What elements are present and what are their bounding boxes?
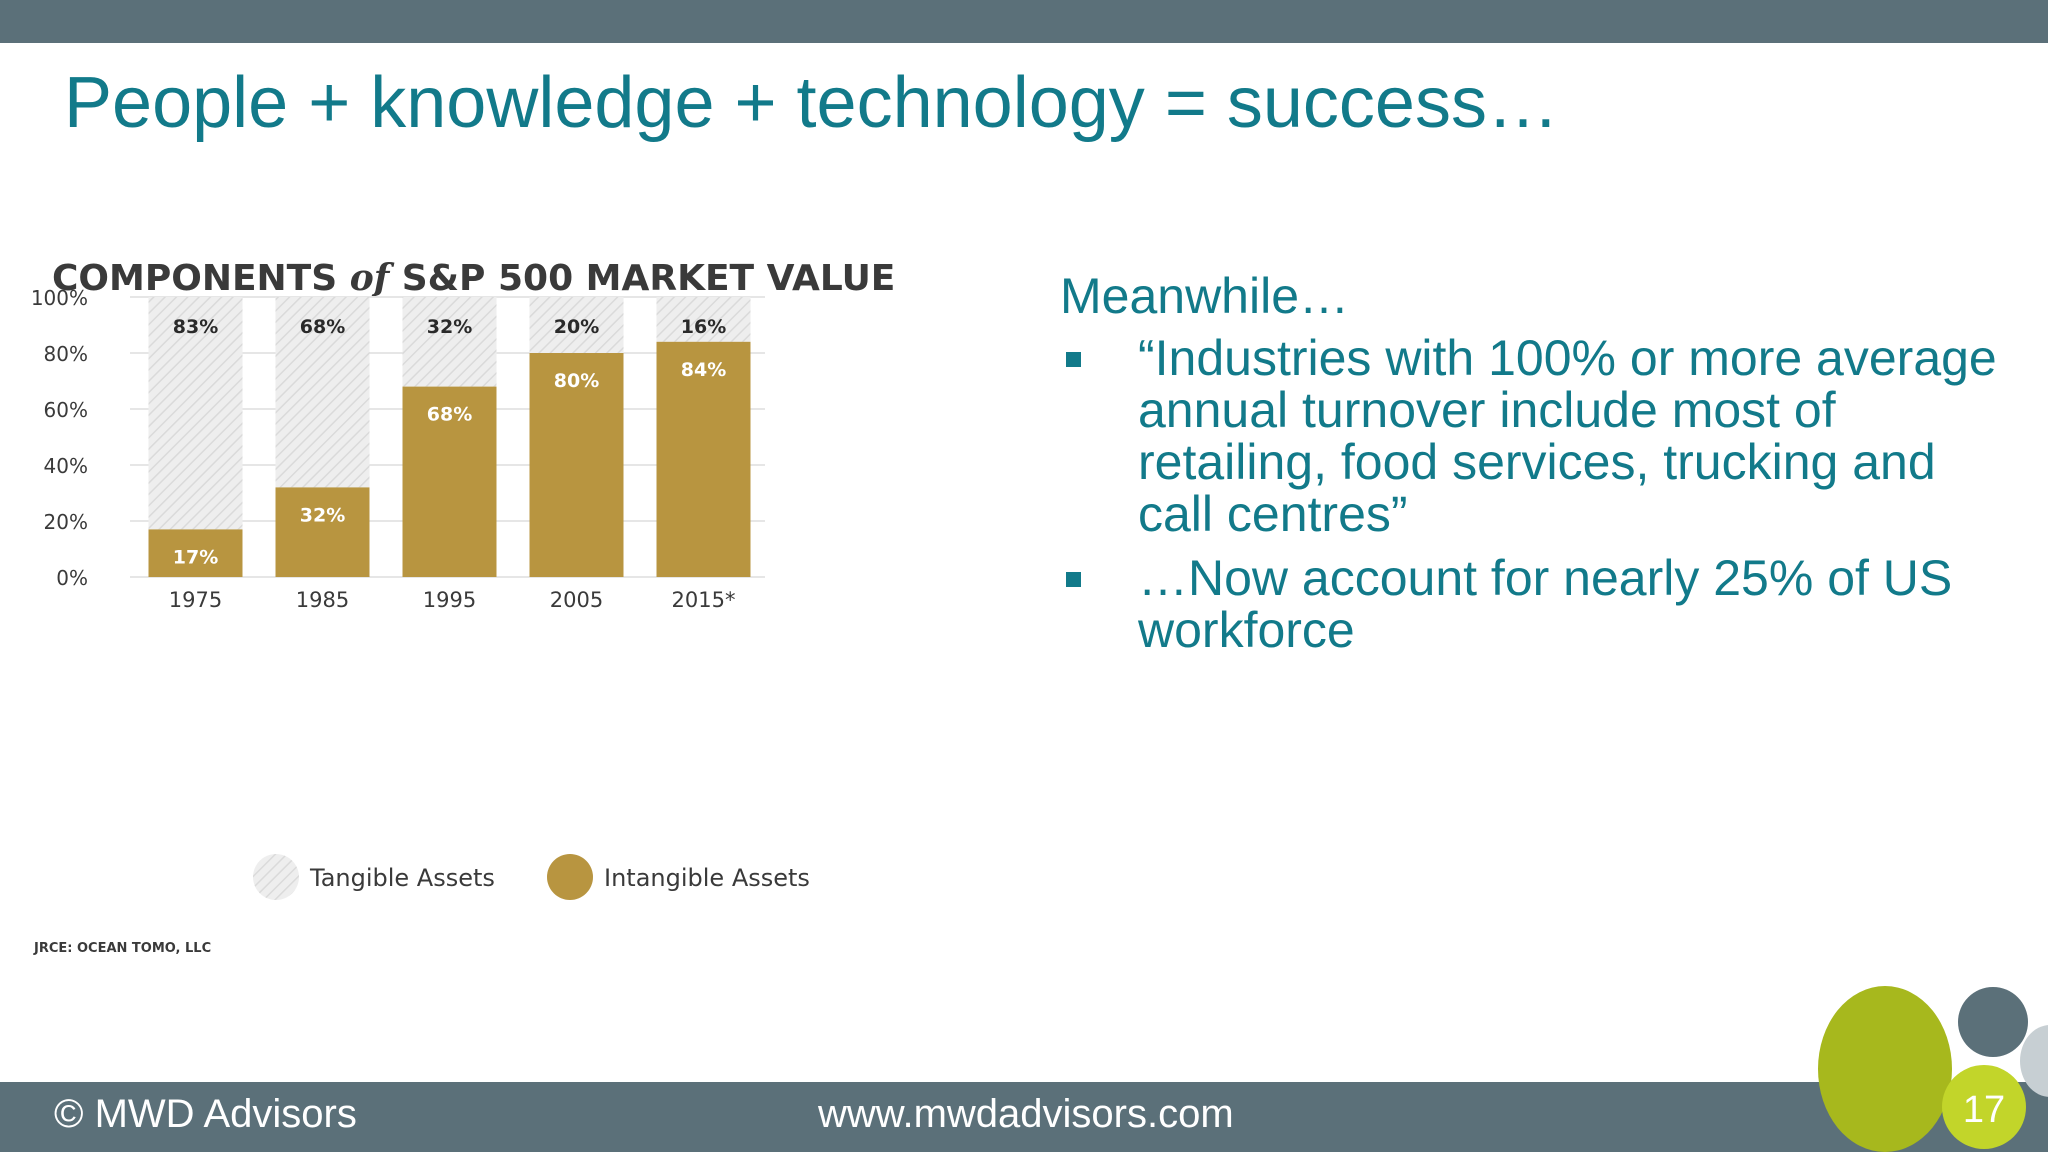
- bar-intangible: [529, 353, 624, 577]
- y-tick-label: 80%: [44, 342, 88, 366]
- y-tick-label: 40%: [44, 454, 88, 478]
- data-label-tangible: 16%: [681, 316, 726, 338]
- bars: [148, 297, 751, 577]
- chart-source: JRCE: OCEAN TOMO, LLC: [33, 941, 211, 956]
- bar-intangible: [148, 529, 243, 577]
- legend: Tangible Assets Intangible Assets: [253, 854, 810, 900]
- bullet-panel: Meanwhile… “Industries with 100% or more…: [1060, 270, 2020, 668]
- bullet-list: “Industries with 100% or more average an…: [1060, 332, 2020, 656]
- y-axis-ticks: 0% 20% 40% 60% 80% 100%: [31, 286, 88, 590]
- legend-intangible-label: Intangible Assets: [604, 864, 810, 892]
- legend-tangible-label: Tangible Assets: [309, 864, 495, 892]
- data-label-intangible: 68%: [427, 404, 472, 426]
- data-label-tangible: 68%: [300, 316, 345, 338]
- chart-title: COMPONENTS of S&P 500 MARKET VALUE: [52, 257, 895, 299]
- data-label-tangible: 32%: [427, 316, 472, 338]
- data-labels: 83% 17% 68% 32% 32% 68% 20% 80% 16% 84%: [173, 316, 726, 568]
- bullet-intro: Meanwhile…: [1060, 268, 1350, 324]
- page-number: 17: [1962, 1088, 2006, 1131]
- bullet-item: …Now account for nearly 25% of US workfo…: [1060, 552, 2020, 656]
- bar-tangible: [148, 297, 243, 530]
- footer-copyright: © MWD Advisors: [54, 1092, 357, 1136]
- bar-tangible: [656, 297, 751, 342]
- y-tick-label: 20%: [44, 510, 88, 534]
- x-tick-label: 2015*: [672, 588, 736, 612]
- decorative-green-circle: [1818, 986, 1952, 1152]
- y-tick-label: 100%: [31, 286, 88, 310]
- bullet-item: “Industries with 100% or more average an…: [1060, 332, 2020, 540]
- data-label-intangible: 80%: [554, 370, 599, 392]
- bar-intangible: [402, 386, 497, 577]
- chart-title-part-2: of: [350, 257, 395, 299]
- square-bullet-icon: [1066, 572, 1081, 587]
- data-label-intangible: 32%: [300, 504, 345, 526]
- x-axis-ticks: 1975 1985 1995 2005 2015*: [169, 588, 736, 612]
- bullet-text: …Now account for nearly 25% of US workfo…: [1138, 550, 1953, 658]
- chart-title-part-1: COMPONENTS: [52, 258, 350, 299]
- footer-bar: © MWD Advisors www.mwdadvisors.com: [0, 1082, 2048, 1152]
- y-tick-label: 60%: [44, 398, 88, 422]
- y-tick-label: 0%: [56, 566, 88, 590]
- legend-tangible-swatch: [253, 854, 299, 900]
- bar-tangible: [275, 297, 370, 488]
- x-tick-label: 1985: [296, 588, 349, 612]
- bar-intangible: [656, 341, 751, 577]
- bar-tangible: [529, 297, 624, 353]
- page-number-badge: 17: [1942, 1065, 2026, 1149]
- x-tick-label: 1995: [423, 588, 476, 612]
- top-bar: [0, 0, 2048, 43]
- data-label-intangible: 84%: [681, 359, 726, 381]
- data-label-tangible: 83%: [173, 316, 218, 338]
- x-tick-label: 1975: [169, 588, 222, 612]
- decorative-grey-circle: [1958, 987, 2028, 1057]
- slide-title: People + knowledge + technology = succes…: [64, 63, 1559, 143]
- footer-url: www.mwdadvisors.com: [818, 1092, 1234, 1136]
- bar-tangible: [402, 297, 497, 387]
- square-bullet-icon: [1066, 352, 1081, 367]
- chart-area: COMPONENTS of S&P 500 MARKET VALUE 0% 20%…: [30, 250, 1010, 970]
- legend-intangible-swatch: [547, 854, 593, 900]
- data-label-tangible: 20%: [554, 316, 599, 338]
- data-label-intangible: 17%: [173, 546, 218, 568]
- bar-intangible: [275, 487, 370, 577]
- x-tick-label: 2005: [550, 588, 603, 612]
- stacked-bar-chart: COMPONENTS of S&P 500 MARKET VALUE 0% 20%…: [31, 257, 896, 956]
- bullet-text: “Industries with 100% or more average an…: [1138, 330, 1997, 542]
- chart-title-part-3: S&P 500 MARKET VALUE: [389, 258, 895, 299]
